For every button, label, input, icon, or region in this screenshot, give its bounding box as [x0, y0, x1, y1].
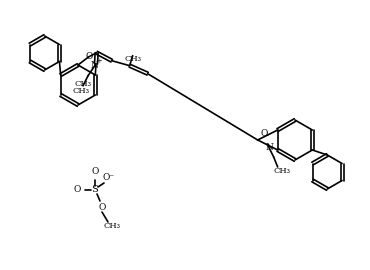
Text: O: O: [85, 52, 93, 60]
Text: N: N: [266, 143, 274, 153]
Text: O: O: [91, 167, 99, 177]
Text: O: O: [98, 204, 106, 212]
Text: S: S: [92, 185, 98, 194]
Text: N: N: [90, 61, 98, 70]
Text: O: O: [261, 129, 268, 137]
Text: +: +: [96, 57, 102, 65]
Text: O: O: [73, 185, 81, 194]
Text: CH₃: CH₃: [74, 80, 91, 88]
Text: CH₃: CH₃: [73, 87, 90, 95]
Text: CH₃: CH₃: [104, 222, 121, 230]
Text: CH₃: CH₃: [273, 167, 290, 175]
Text: O⁻: O⁻: [103, 173, 115, 181]
Text: CH₃: CH₃: [124, 55, 141, 63]
